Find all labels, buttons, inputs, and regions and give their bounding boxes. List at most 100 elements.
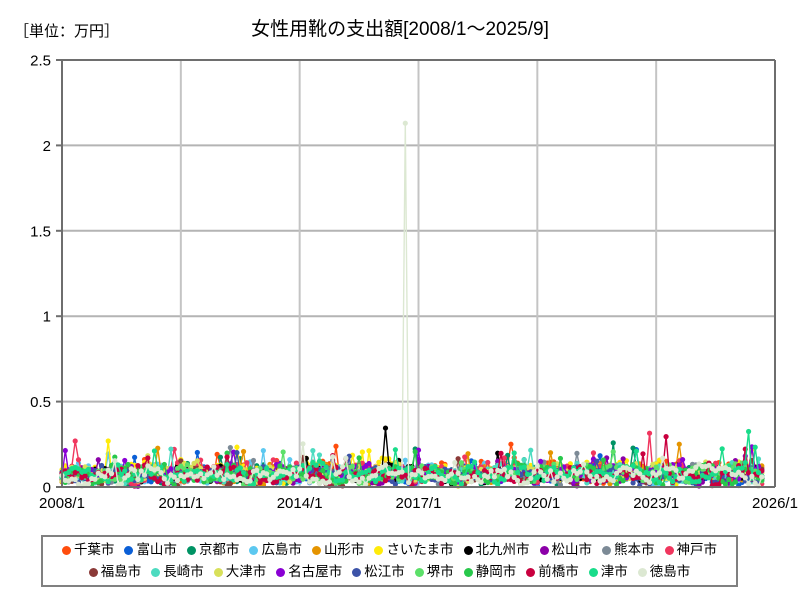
data-point — [557, 470, 564, 476]
legend-item-津市[interactable]: 津市 — [588, 565, 628, 579]
data-point — [234, 450, 240, 456]
data-point — [382, 478, 389, 484]
data-point — [640, 451, 646, 457]
data-point — [630, 472, 636, 478]
data-point — [452, 459, 458, 466]
legend-color-swatch-icon — [186, 545, 196, 555]
data-point — [382, 462, 389, 468]
legend-item-千葉市[interactable]: 千葉市 — [61, 542, 115, 558]
data-point — [320, 468, 326, 474]
legend-item-富山市[interactable]: 富山市 — [124, 543, 177, 557]
legend-item-北九州市[interactable]: 北九州市 — [463, 543, 530, 557]
data-point — [224, 461, 230, 468]
data-point — [627, 466, 633, 472]
data-point — [472, 473, 478, 480]
data-point — [316, 471, 323, 478]
data-point — [633, 448, 639, 454]
legend-label: 千葉市 — [73, 542, 115, 558]
data-point — [343, 455, 349, 461]
legend-item-京都市[interactable]: 京都市 — [186, 542, 240, 558]
legend-color-swatch-icon — [61, 545, 71, 555]
data-point — [313, 462, 319, 468]
data-point — [501, 477, 507, 483]
data-point — [465, 451, 471, 457]
series-徳島市 — [59, 120, 765, 489]
legend-item-大津市[interactable]: 大津市 — [213, 565, 266, 579]
data-point — [726, 476, 732, 483]
legend-item-松江市[interactable]: 松江市 — [352, 565, 405, 579]
data-point — [366, 460, 372, 467]
data-point — [630, 463, 636, 469]
legend-item-さいたま市[interactable]: さいたま市 — [374, 543, 454, 557]
legend-item-静岡市[interactable]: 静岡市 — [463, 565, 516, 579]
data-point — [122, 457, 128, 464]
legend-color-swatch-icon — [88, 567, 98, 577]
legend-label: 京都市 — [198, 542, 240, 558]
chart-svg: 0 0.5 1 1.5 2 2.5 2008/1 2011/1 2014/1 2017/1 2020… — [30, 53, 798, 513]
data-point — [653, 476, 659, 482]
data-point — [356, 455, 362, 461]
legend-label: 富山市 — [136, 542, 177, 558]
data-point — [745, 470, 752, 476]
legend-item-前橋市[interactable]: 前橋市 — [526, 565, 579, 579]
chart-legend: 千葉市 富山市 京都市 広島市 山形市 さいたま市 北九州市 松山市 熊本市 神戸市 福島市 長崎市… — [41, 535, 738, 587]
data-point — [412, 449, 418, 455]
data-point — [72, 438, 78, 444]
data-point — [623, 472, 630, 478]
legend-label: 福島市 — [100, 564, 142, 580]
data-point — [742, 475, 748, 481]
data-point — [666, 475, 672, 481]
data-point — [455, 470, 461, 476]
data-point — [194, 477, 200, 483]
legend-item-広島市[interactable]: 広島市 — [249, 543, 302, 557]
legend-item-長崎市[interactable]: 長崎市 — [151, 565, 204, 579]
data-point — [240, 448, 247, 455]
legend-item-徳島市[interactable]: 徳島市 — [637, 565, 690, 579]
legend-item-神戸市[interactable]: 神戸市 — [664, 542, 718, 558]
legend-item-松山市[interactable]: 松山市 — [539, 543, 592, 557]
data-point — [689, 468, 696, 474]
data-point — [590, 465, 597, 471]
data-point — [290, 467, 296, 473]
data-point — [336, 469, 342, 475]
data-point — [250, 457, 257, 464]
data-point — [590, 478, 597, 484]
legend-color-swatch-icon — [539, 545, 549, 555]
legend-item-名古屋市[interactable]: 名古屋市 — [276, 565, 342, 579]
data-point — [511, 474, 517, 481]
data-point — [260, 448, 266, 454]
data-point — [620, 456, 626, 462]
data-point — [607, 467, 613, 473]
data-point — [92, 476, 98, 482]
data-point — [273, 471, 280, 477]
data-point — [679, 475, 686, 481]
legend-item-山形市[interactable]: 山形市 — [311, 543, 364, 557]
data-point — [406, 479, 412, 486]
data-point — [349, 463, 356, 469]
data-point — [115, 462, 121, 468]
data-point — [419, 470, 425, 476]
data-point — [306, 465, 313, 471]
data-point — [359, 475, 365, 481]
legend-color-swatch-icon — [151, 567, 161, 577]
data-point — [264, 471, 270, 477]
legend-item-熊本市[interactable]: 熊本市 — [602, 543, 655, 557]
legend-color-swatch-icon — [213, 567, 223, 577]
data-point — [521, 464, 527, 470]
data-point — [376, 459, 382, 465]
legend-item-福島市[interactable]: 福島市 — [88, 564, 142, 580]
data-point — [316, 452, 323, 458]
data-point — [178, 458, 184, 464]
data-point — [679, 457, 686, 463]
data-point — [600, 477, 606, 483]
legend-label: 神戸市 — [676, 542, 718, 558]
legend-color-swatch-icon — [526, 567, 536, 577]
data-point — [478, 479, 484, 485]
data-point — [439, 481, 445, 487]
data-point — [257, 473, 263, 479]
data-point — [613, 470, 620, 476]
data-point — [528, 475, 534, 482]
data-point — [293, 460, 299, 466]
legend-item-堺市[interactable]: 堺市 — [414, 565, 454, 579]
data-point — [719, 446, 725, 452]
